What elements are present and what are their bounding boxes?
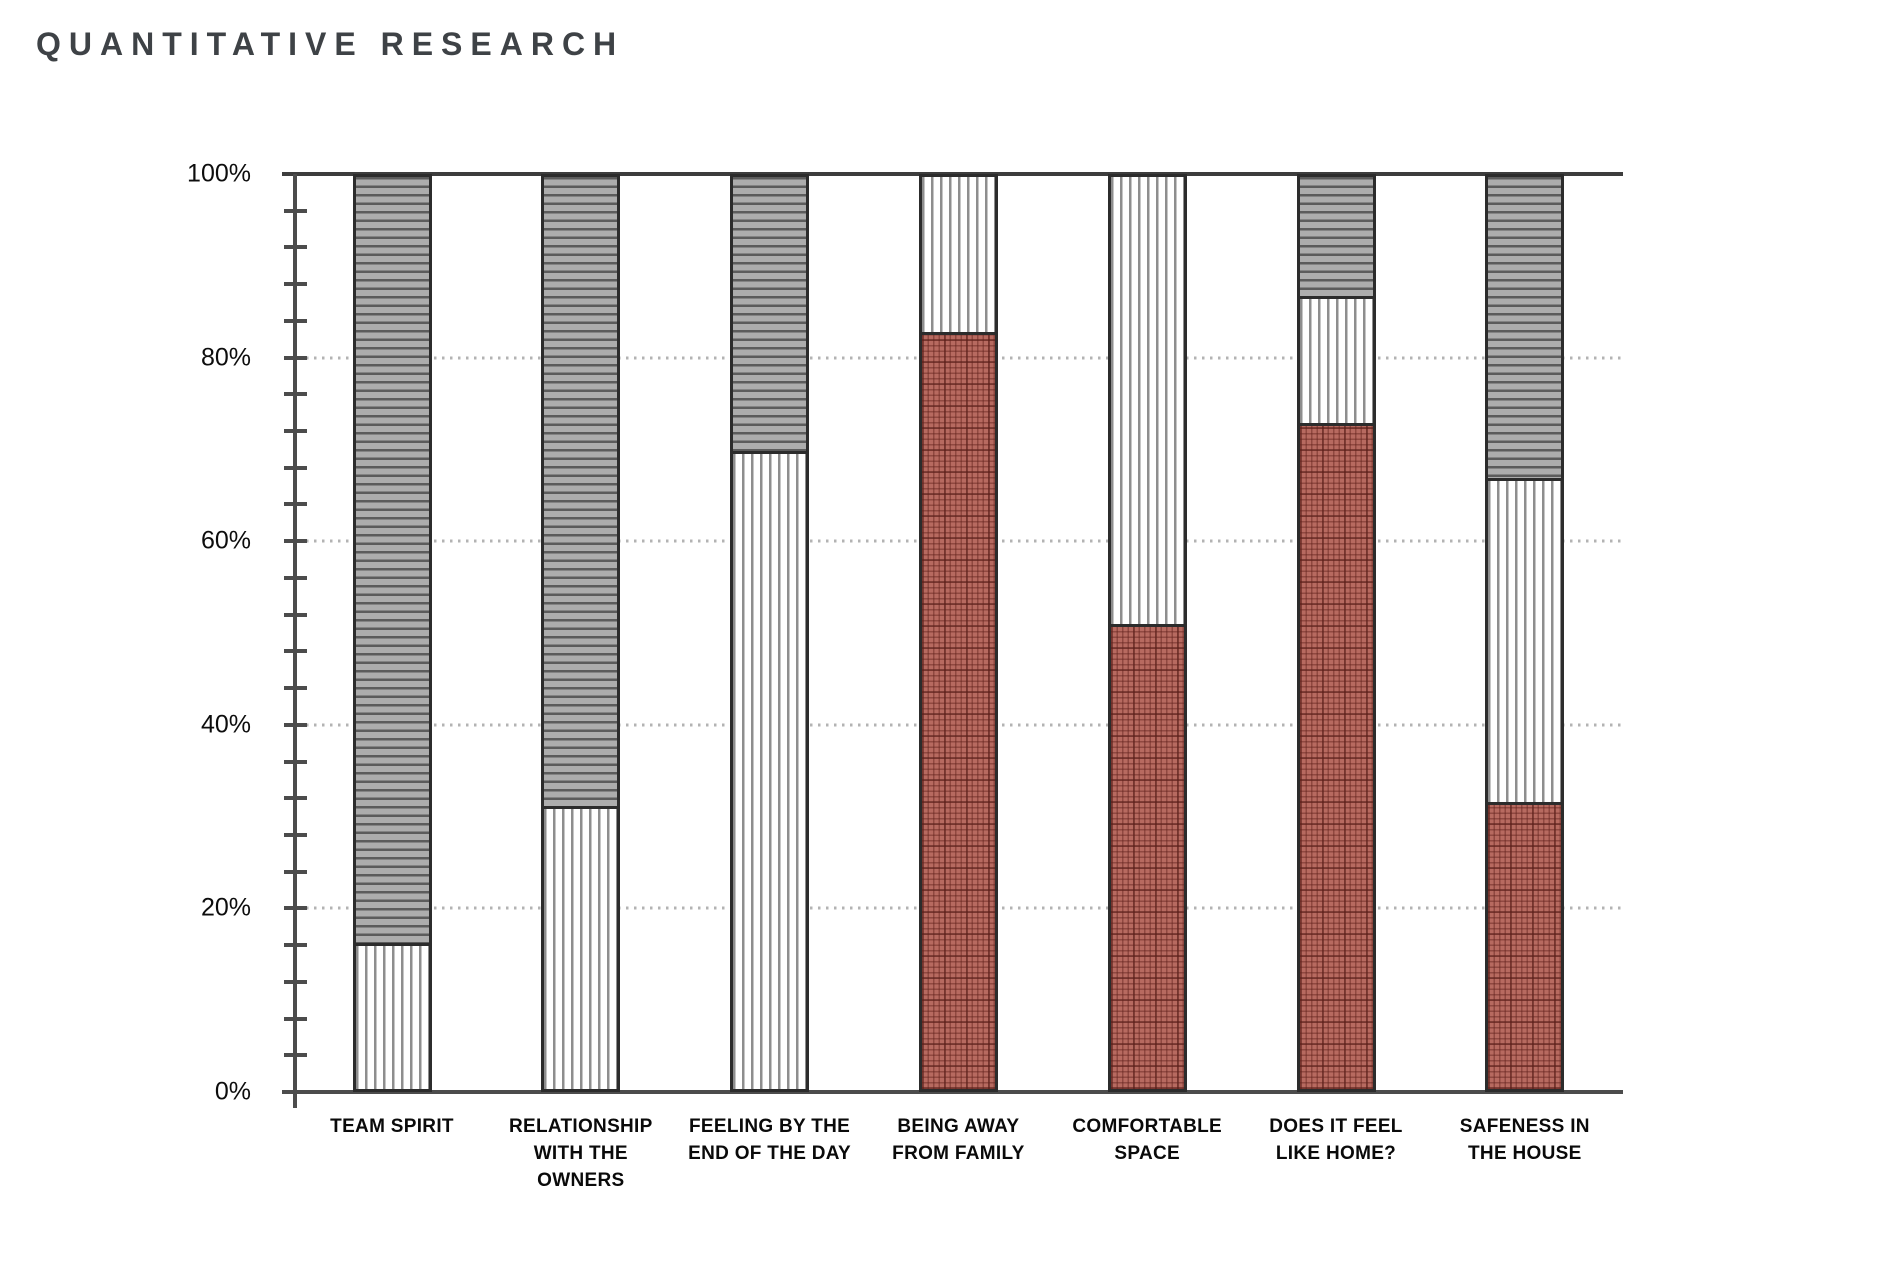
y-axis-label: 0% — [214, 1077, 251, 1106]
y-axis-line — [293, 174, 297, 1108]
y-axis-minor-tick — [284, 612, 307, 617]
stacked-bar — [730, 174, 810, 1092]
stacked-bar — [541, 174, 621, 1092]
bar-segment-horizontal-stripes — [733, 177, 807, 451]
y-axis-minor-tick — [284, 575, 307, 580]
y-axis-minor-tick — [284, 796, 307, 801]
category-label: COMFORTABLE SPACE — [1072, 1116, 1223, 1164]
bar-segment-horizontal-stripes — [355, 177, 429, 944]
bar-segment-vertical-stripes — [544, 806, 618, 1089]
y-axis-minor-tick — [284, 943, 307, 948]
stacked-bar — [918, 174, 998, 1092]
category-label: DOES IT FEEL LIKE HOME? — [1269, 1116, 1403, 1164]
y-axis-label: 80% — [200, 343, 251, 372]
bar-segment-vertical-stripes — [1110, 177, 1184, 624]
stacked-bar — [352, 174, 432, 1092]
bar-segment-red-crosshatch — [1488, 801, 1562, 1089]
y-axis-minor-tick — [284, 759, 307, 764]
category-label: BEING AWAY FROM FAMILY — [892, 1116, 1025, 1164]
y-axis-minor-tick — [284, 686, 307, 691]
y-axis-minor-tick — [284, 318, 307, 323]
bar-segment-horizontal-stripes — [1299, 177, 1373, 296]
stacked-bar — [1296, 174, 1376, 1092]
y-axis-minor-tick — [284, 355, 307, 360]
y-axis-minor-tick — [284, 1016, 307, 1021]
y-axis-minor-tick — [284, 832, 307, 837]
y-axis-minor-tick — [284, 208, 307, 213]
bar-segment-horizontal-stripes — [544, 177, 618, 807]
y-axis-minor-tick — [284, 1053, 307, 1058]
y-axis-minor-tick — [284, 245, 307, 250]
y-axis-minor-tick — [284, 649, 307, 654]
stacked-bar — [1485, 174, 1565, 1092]
bar-segment-vertical-stripes — [1488, 477, 1562, 802]
y-axis-label: 60% — [200, 526, 251, 555]
bar-segment-vertical-stripes — [733, 450, 807, 1089]
category-label: TEAM SPIRIT — [330, 1116, 454, 1137]
bar-segment-horizontal-stripes — [1488, 177, 1562, 478]
y-axis-label: 20% — [200, 893, 251, 922]
bar-segment-vertical-stripes — [1299, 295, 1373, 424]
y-axis-minor-tick — [284, 906, 307, 911]
plot-area: 100% 80% 60% 40% 20% 0% TEAM SPIRIT RELATIONSHI… — [187, 160, 1623, 1191]
y-axis-minor-tick — [284, 429, 307, 434]
y-axis-label: 40% — [200, 710, 251, 739]
y-axis-minor-tick — [284, 539, 307, 544]
y-axis-minor-tick — [284, 722, 307, 727]
category-label: RELATIONSHIP WITH THE OWNERS — [508, 1116, 653, 1191]
x-axis-line — [282, 1090, 1623, 1094]
y-axis-minor-tick — [284, 465, 307, 470]
bar-segment-red-crosshatch — [921, 332, 995, 1089]
y-axis-minor-tick — [284, 502, 307, 507]
stacked-bar — [1107, 174, 1187, 1092]
bar-segment-red-crosshatch — [1299, 423, 1373, 1089]
bar-segment-red-crosshatch — [1110, 623, 1184, 1089]
bar-segment-vertical-stripes — [921, 177, 995, 333]
y-axis-label: 100% — [187, 159, 251, 188]
chart-title: QUANTITATIVE RESEARCH — [36, 26, 625, 62]
category-label: SAFENESS IN THE HOUSE — [1459, 1116, 1590, 1164]
category-label: FEELING BY THE END OF THE DAY — [688, 1116, 852, 1164]
y-axis-minor-tick — [284, 979, 307, 984]
bar-segment-vertical-stripes — [355, 943, 429, 1089]
y-axis-minor-tick — [284, 392, 307, 397]
y-axis-minor-tick — [284, 282, 307, 287]
y-axis-minor-tick — [284, 869, 307, 874]
